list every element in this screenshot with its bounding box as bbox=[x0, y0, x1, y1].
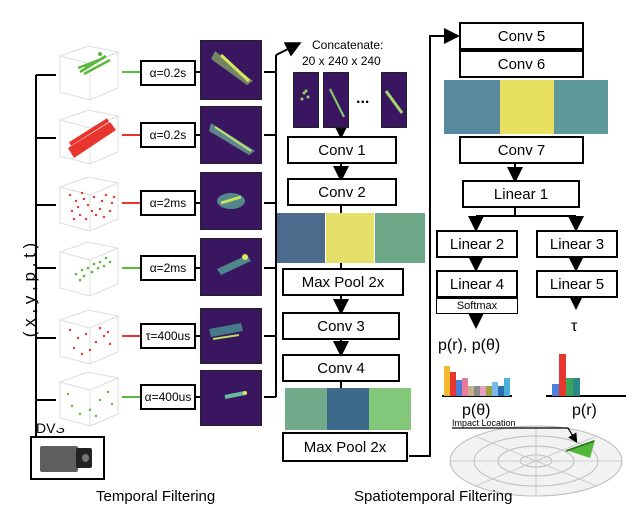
concatenate-dims: 20 x 240 x 240 bbox=[302, 54, 381, 68]
filter-box-1: α=0.2s bbox=[140, 60, 196, 86]
conv6-layer: Conv 6 bbox=[459, 50, 584, 78]
conv6-feature-maps bbox=[444, 80, 608, 134]
feature-map-b bbox=[326, 213, 374, 263]
ptheta-bar bbox=[450, 372, 456, 396]
camera-body-icon bbox=[40, 446, 78, 472]
pr-histogram bbox=[552, 352, 592, 396]
conv3-layer: Conv 3 bbox=[282, 312, 400, 340]
filter-box-6: α=400us bbox=[140, 384, 196, 410]
event-cloud-6 bbox=[56, 370, 122, 428]
probability-label: p(r), p(θ) bbox=[438, 337, 501, 354]
pr-bar bbox=[559, 354, 566, 396]
filtered-frame-4 bbox=[200, 238, 262, 296]
conv7-layer: Conv 7 bbox=[459, 136, 584, 164]
conv5-layer: Conv 5 bbox=[459, 22, 584, 50]
concat-frame-1 bbox=[293, 72, 319, 128]
ptheta-histogram bbox=[444, 362, 512, 396]
ptheta-bar bbox=[444, 366, 450, 396]
feature-map-a bbox=[277, 213, 325, 263]
ptheta-bar bbox=[492, 382, 498, 396]
ptheta-bar bbox=[480, 386, 486, 396]
impact-location-label: Impact Location bbox=[452, 418, 516, 428]
linear1-layer: Linear 1 bbox=[462, 180, 580, 208]
feature-map-i bbox=[554, 80, 608, 134]
filter-box-3: α=2ms bbox=[140, 190, 196, 216]
softmax-layer: Softmax bbox=[436, 298, 518, 314]
conv4-feature-maps bbox=[285, 388, 411, 430]
concat-frame-3 bbox=[381, 72, 407, 128]
tau-output-label: τ bbox=[571, 318, 578, 335]
feature-map-h bbox=[500, 80, 554, 134]
concat-frame-2 bbox=[323, 72, 349, 128]
ptheta-bar bbox=[462, 378, 468, 396]
event-cloud-2 bbox=[56, 108, 122, 166]
event-cloud-4 bbox=[56, 240, 122, 298]
polar-plot bbox=[449, 425, 623, 497]
pr-bar bbox=[573, 378, 580, 396]
ptheta-bar bbox=[456, 380, 462, 396]
event-cloud-1 bbox=[56, 44, 122, 102]
filtered-frame-1 bbox=[200, 40, 262, 100]
event-cloud-3 bbox=[56, 175, 122, 233]
feature-map-f bbox=[369, 388, 411, 430]
spatiotemporal-filtering-caption: Spatiotemporal Filtering bbox=[354, 488, 513, 505]
filtered-frame-6 bbox=[200, 370, 262, 426]
ptheta-bar bbox=[486, 386, 492, 396]
ptheta-bar bbox=[504, 378, 510, 396]
filtered-frame-5 bbox=[200, 308, 262, 364]
temporal-filtering-caption: Temporal Filtering bbox=[96, 488, 216, 505]
concat-ellipsis: ... bbox=[356, 90, 370, 107]
linear4-layer: Linear 4 bbox=[436, 270, 518, 298]
filter-box-4: α=2ms bbox=[140, 255, 196, 281]
ptheta-bar bbox=[474, 386, 480, 396]
dvs-camera bbox=[30, 436, 105, 480]
conv1-layer: Conv 1 bbox=[287, 136, 397, 164]
event-cloud-5 bbox=[56, 308, 122, 366]
conv2-layer: Conv 2 bbox=[287, 178, 397, 206]
conv4-layer: Conv 4 bbox=[282, 354, 400, 382]
filter-box-2: α=0.2s bbox=[140, 122, 196, 148]
ptheta-label: p(θ) bbox=[462, 402, 491, 419]
pr-label: p(r) bbox=[572, 402, 597, 419]
feature-map-g bbox=[444, 80, 500, 134]
ptheta-bar bbox=[468, 386, 474, 396]
feature-map-c bbox=[375, 213, 425, 263]
conv2-feature-maps bbox=[277, 213, 425, 263]
maxpool1-layer: Max Pool 2x bbox=[282, 268, 404, 296]
linear2-layer: Linear 2 bbox=[436, 230, 518, 258]
concatenate-title: Concatenate: bbox=[312, 38, 384, 52]
feature-map-d bbox=[285, 388, 327, 430]
filter-box-5: τ=400us bbox=[140, 323, 196, 349]
maxpool2-layer: Max Pool 2x bbox=[282, 432, 408, 462]
feature-map-e bbox=[327, 388, 369, 430]
ptheta-bar bbox=[498, 386, 504, 396]
linear5-layer: Linear 5 bbox=[536, 270, 618, 298]
pr-bar bbox=[552, 384, 559, 396]
filtered-frame-2 bbox=[200, 106, 262, 164]
pr-bar bbox=[566, 378, 573, 396]
filtered-frame-3 bbox=[200, 172, 262, 230]
input-tuple-label: ( x , y , p , t ) bbox=[20, 242, 39, 338]
linear3-layer: Linear 3 bbox=[536, 230, 618, 258]
